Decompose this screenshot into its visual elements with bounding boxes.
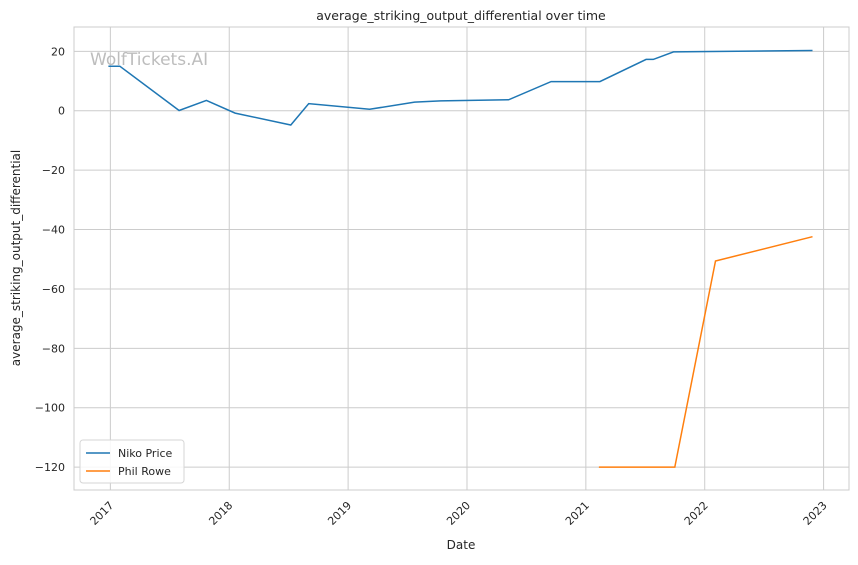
y-tick-label: −80 [42, 342, 65, 355]
x-tick-label: 2019 [325, 499, 354, 528]
grid [74, 27, 849, 490]
y-tick-label: 20 [51, 45, 65, 58]
x-tick-label: 2020 [444, 499, 473, 528]
x-tick-labels: 2017 2018 2019 2020 2021 2022 2023 [88, 499, 830, 528]
y-tick-label: −20 [42, 164, 65, 177]
y-tick-label: 0 [58, 105, 65, 118]
x-tick-label: 2018 [206, 499, 235, 528]
series-line-niko-price [108, 51, 812, 126]
plot-frame [74, 27, 849, 490]
y-tick-labels: 20 0 −20 −40 −60 −80 −100 −120 [35, 45, 65, 474]
y-tick-label: −100 [35, 402, 65, 415]
y-tick-label: −40 [42, 224, 65, 237]
x-axis-label: Date [447, 538, 476, 552]
x-tick-label: 2017 [88, 499, 117, 528]
legend-label-niko-price: Niko Price [118, 447, 173, 460]
y-tick-label: −120 [35, 461, 65, 474]
series-line-phil-rowe [599, 237, 813, 467]
y-tick-label: −60 [42, 283, 65, 296]
x-tick-label: 2023 [801, 499, 830, 528]
series-lines [108, 50, 812, 467]
chart-title: average_striking_output_differential ove… [316, 8, 606, 23]
watermark: WolfTickets.AI [90, 50, 208, 70]
legend: Niko Price Phil Rowe [80, 440, 184, 483]
x-tick-label: 2021 [563, 499, 592, 528]
x-tick-label: 2022 [682, 499, 711, 528]
legend-label-phil-rowe: Phil Rowe [118, 465, 171, 478]
y-axis-label: average_striking_output_differential [9, 150, 23, 366]
